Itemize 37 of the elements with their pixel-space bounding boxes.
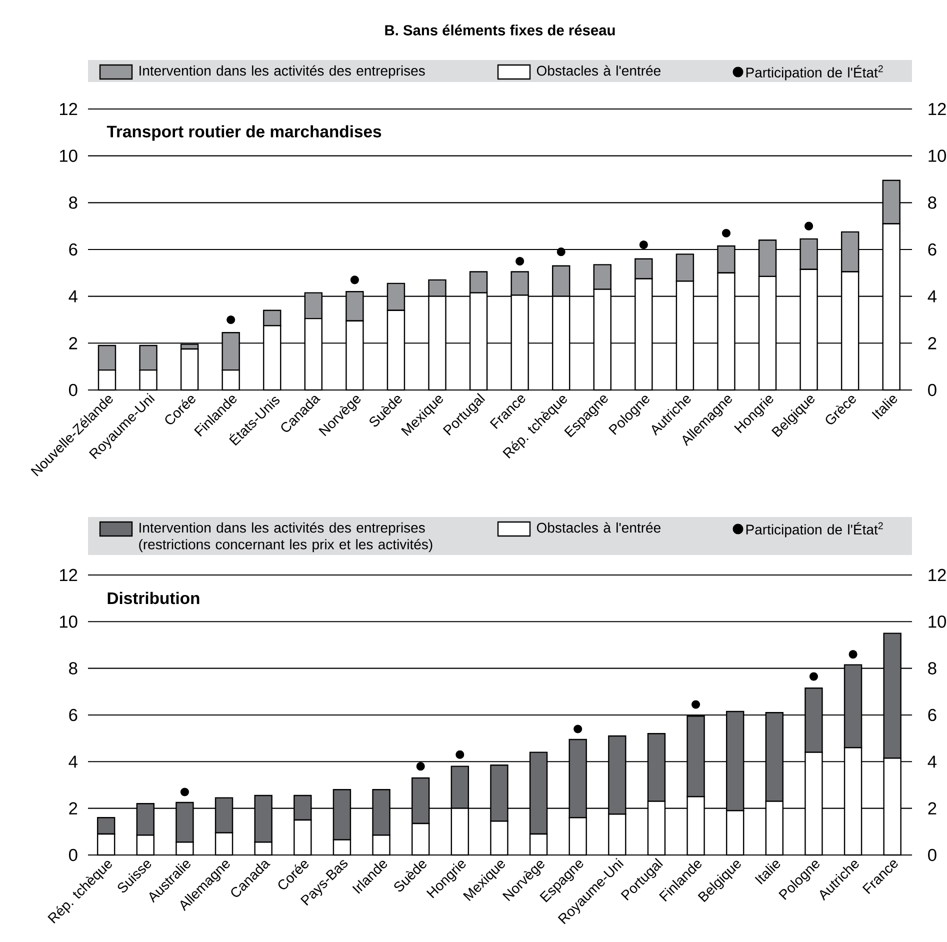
y2-tick-label: 8 xyxy=(928,662,936,674)
y2-tick-label: 10 xyxy=(928,616,946,628)
legend-label: Participation de l'État$^{2}$ xyxy=(746,522,883,538)
y-tick-label: 0 xyxy=(68,848,78,862)
legend-label: Intervention dans les activités des entreprises xyxy=(140,65,425,78)
y2-tick-label: 6 xyxy=(928,243,936,256)
y2-tick-label: 6 xyxy=(928,708,936,722)
y-tick-label: 10 xyxy=(60,150,78,162)
text: Transport routier de marchandises xyxy=(106,125,382,141)
y2-tick-label: 2 xyxy=(928,802,936,814)
y-tick-label: 4 xyxy=(68,756,78,768)
legend-label: Obstacles à l'entrée xyxy=(536,65,660,76)
legend-label: Obstacles à l'entrée xyxy=(536,522,660,533)
y-tick-label: 6 xyxy=(69,243,78,256)
y2-tick-label: 8 xyxy=(928,196,936,209)
y2-tick-label: 0 xyxy=(928,848,936,862)
y-tick-label: 6 xyxy=(69,708,78,722)
y-tick-label: 12 xyxy=(60,568,78,582)
legend-label: Participation de l'État$^{2}$ xyxy=(746,65,883,80)
y2-tick-label: 4 xyxy=(928,756,937,768)
y-tick-label: 12 xyxy=(60,102,78,116)
y-tick-label: 8 xyxy=(69,662,78,674)
chart-title: B. Sans éléments fixes de réseau xyxy=(385,24,615,36)
y-tick-label: 4 xyxy=(68,290,78,302)
y-tick-label: 10 xyxy=(60,616,78,628)
y2-tick-label: 12 xyxy=(928,568,946,582)
y2-tick-label: 12 xyxy=(928,102,946,116)
y2-tick-label: 2 xyxy=(928,337,936,350)
y-tick-label: 8 xyxy=(69,196,78,209)
text: Distribution xyxy=(108,592,200,604)
y2-tick-label: 4 xyxy=(928,290,937,302)
y-tick-label: 2 xyxy=(69,337,78,350)
y-tick-label: 2 xyxy=(69,802,78,814)
legend-label: Intervention dans les activités des entreprises (restrictions concernant les prix et les activités) xyxy=(139,522,432,552)
y-tick-label: 0 xyxy=(68,384,78,396)
y2-tick-label: 10 xyxy=(928,150,946,162)
y2-tick-label: 0 xyxy=(928,384,936,396)
